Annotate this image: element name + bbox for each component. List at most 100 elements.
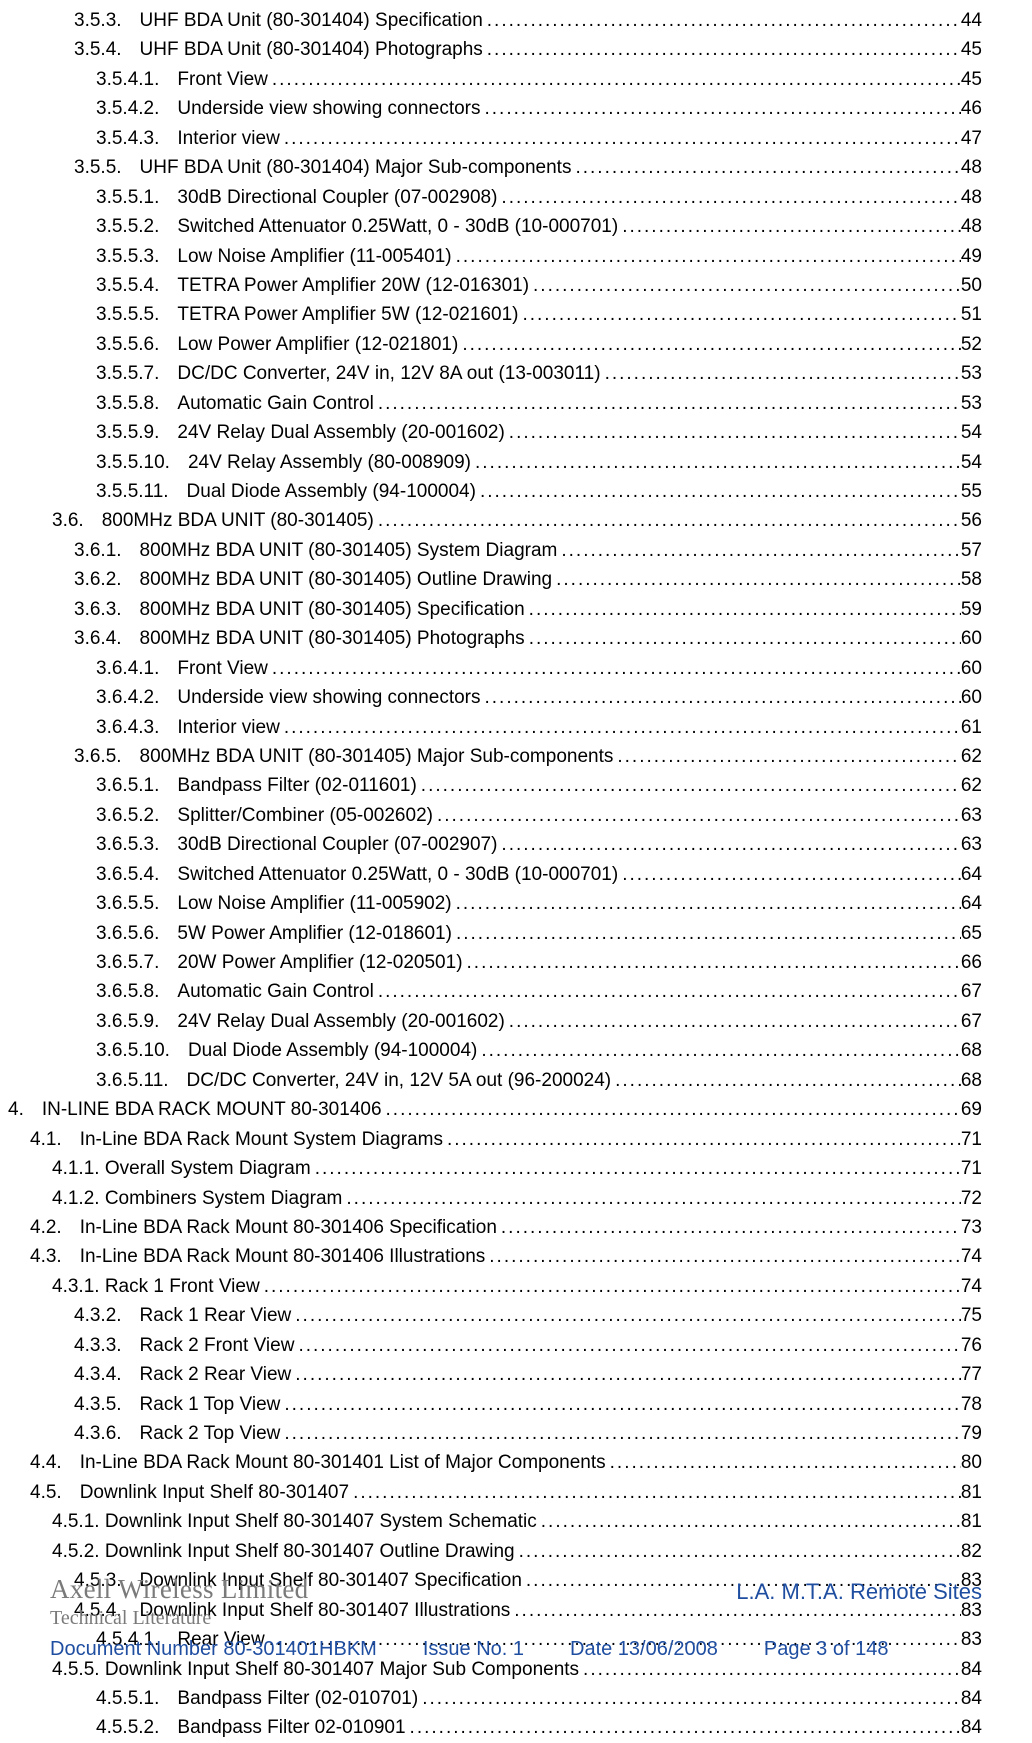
- toc-entry: 4.IN-LINE BDA RACK MOUNT 80-30140669: [8, 1095, 982, 1124]
- toc-entry-page: 71: [961, 1125, 982, 1154]
- toc-entry-title: 24V Relay Dual Assembly (20-001602): [177, 1007, 504, 1036]
- toc-leader-dots: [497, 183, 960, 212]
- toc-entry-number: 3.5.4.3.: [96, 124, 177, 153]
- footer-page: Page 3 of 148: [764, 1638, 889, 1661]
- toc-entry: 4.3.1. Rack 1 Front View74: [8, 1272, 982, 1301]
- toc-entry-heading: 4.5.2. Downlink Input Shelf 80-301407 Ou…: [52, 1537, 515, 1566]
- toc-entry-title: Dual Diode Assembly (94-100004): [188, 1036, 477, 1065]
- toc-entry-page: 81: [961, 1507, 982, 1536]
- toc-leader-dots: [505, 1007, 961, 1036]
- toc-entry-title: Interior view: [177, 124, 279, 153]
- toc-leader-dots: [618, 860, 961, 889]
- toc-leader-dots: [260, 1272, 961, 1301]
- toc-leader-dots: [374, 389, 961, 418]
- toc-entry-number: 3.5.5.4.: [96, 271, 177, 300]
- toc-entry: 3.5.5.11.Dual Diode Assembly (94-100004)…: [8, 477, 982, 506]
- toc-entry-title: Automatic Gain Control: [177, 977, 373, 1006]
- toc-entry-title: Switched Attenuator 0.25Watt, 0 - 30dB (…: [177, 860, 618, 889]
- toc-entry: 3.6.5.3.30dB Directional Coupler (07-002…: [8, 830, 982, 859]
- toc-entry-page: 64: [961, 889, 982, 918]
- toc-entry-title: Downlink Input Shelf 80-301407: [80, 1478, 349, 1507]
- toc-entry-number: 3.5.5.5.: [96, 300, 177, 329]
- toc-entry-title: 800MHz BDA UNIT (80-301405) Specificatio…: [140, 595, 525, 624]
- toc-entry-title: TETRA Power Amplifier 5W (12-021601): [177, 300, 518, 329]
- toc-entry: 3.5.4.UHF BDA Unit (80-301404) Photograp…: [8, 35, 982, 64]
- toc-entry: 3.6.5.5.Low Noise Amplifier (11-005902) 6…: [8, 889, 982, 918]
- toc-entry-number: 3.5.4.1.: [96, 65, 177, 94]
- toc-entry-number: 3.5.5.: [74, 153, 140, 182]
- toc-entry: 3.5.4.2.Underside view showing connector…: [8, 94, 982, 123]
- toc-leader-dots: [613, 742, 961, 771]
- toc-entry-number: 3.6.5.2.: [96, 801, 177, 830]
- toc-entry: 3.6.5.1.Bandpass Filter (02-011601)62: [8, 771, 982, 800]
- toc-entry-number: 4.5.5.1.: [96, 1684, 177, 1713]
- toc-entry-title: Underside view showing connectors: [177, 94, 480, 123]
- toc-entry: 3.6.1.800MHz BDA UNIT (80-301405) System…: [8, 536, 982, 565]
- toc-entry-page: 59: [961, 595, 982, 624]
- toc-entry-number: 3.6.4.2.: [96, 683, 177, 712]
- toc-entry-title: In-Line BDA Rack Mount 80-301406 Illustr…: [80, 1242, 486, 1271]
- toc-entry-title: Switched Attenuator 0.25Watt, 0 - 30dB (…: [177, 212, 618, 241]
- toc-leader-dots: [443, 1125, 961, 1154]
- toc-entry-page: 45: [961, 65, 982, 94]
- toc-entry-page: 57: [961, 536, 982, 565]
- toc-entry-page: 48: [961, 153, 982, 182]
- toc-entry-number: 4.3.: [30, 1242, 80, 1271]
- toc-entry-page: 60: [961, 654, 982, 683]
- toc-entry-number: 3.6.4.: [74, 624, 140, 653]
- toc-leader-dots: [505, 418, 961, 447]
- page-footer: Axell Wireless Limited L.A. M.T.A. Remot…: [0, 1574, 1032, 1661]
- toc-entry: 3.6.5.4.Switched Attenuator 0.25Watt, 0 …: [8, 860, 982, 889]
- toc-entry-number: 3.6.5.1.: [96, 771, 177, 800]
- toc-entry-title: Rack 2 Rear View: [140, 1360, 292, 1389]
- toc-entry-title: UHF BDA Unit (80-301404) Major Sub-compo…: [140, 153, 572, 182]
- toc-entry-page: 78: [961, 1390, 982, 1419]
- toc-leader-dots: [537, 1507, 961, 1536]
- toc-entry-title: Low Noise Amplifier (11-005902): [177, 889, 451, 918]
- toc-leader-dots: [374, 977, 961, 1006]
- toc-entry-page: 51: [961, 300, 982, 329]
- toc-entry-number: 3.6.5.5.: [96, 889, 177, 918]
- toc-entry-number: 3.5.5.6.: [96, 330, 177, 359]
- toc-entry-title: Rack 1 Top View: [140, 1390, 281, 1419]
- toc-leader-dots: [458, 330, 961, 359]
- toc-leader-dots: [280, 124, 961, 153]
- toc-entry: 3.5.5.4.TETRA Power Amplifier 20W (12-01…: [8, 271, 982, 300]
- toc-entry-number: 3.5.4.: [74, 35, 140, 64]
- toc-entry: 3.5.4.3.Interior view47: [8, 124, 982, 153]
- toc-entry-title: 5W Power Amplifier (12-018601): [177, 919, 452, 948]
- toc-entry-title: IN-LINE BDA RACK MOUNT 80-301406: [42, 1095, 382, 1124]
- toc-leader-dots: [529, 271, 961, 300]
- toc-leader-dots: [280, 1419, 960, 1448]
- toc-entry-page: 72: [961, 1184, 982, 1213]
- toc-entry-title: TETRA Power Amplifier 20W (12-016301): [177, 271, 529, 300]
- toc-entry-page: 75: [961, 1301, 982, 1330]
- toc-entry-page: 62: [961, 742, 982, 771]
- toc-entry-number: 3.5.5.8.: [96, 389, 177, 418]
- toc-entry-page: 56: [961, 506, 982, 535]
- toc-entry-title: UHF BDA Unit (80-301404) Photographs: [140, 35, 483, 64]
- toc-entry-page: 60: [961, 683, 982, 712]
- toc-entry-page: 77: [961, 1360, 982, 1389]
- toc-entry-title: Low Noise Amplifier (11-005401): [177, 242, 451, 271]
- toc-leader-dots: [452, 889, 961, 918]
- toc-entry-title: 800MHz BDA UNIT (80-301405) Major Sub-co…: [140, 742, 614, 771]
- toc-entry-page: 63: [961, 801, 982, 830]
- toc-leader-dots: [374, 506, 961, 535]
- toc-leader-dots: [483, 35, 961, 64]
- toc-entry: 4.5.5.1.Bandpass Filter (02-010701)84: [8, 1684, 982, 1713]
- toc-entry-title: 800MHz BDA UNIT (80-301405) System Diagr…: [140, 536, 558, 565]
- toc-entry-number: 3.6.5.8.: [96, 977, 177, 1006]
- toc-entry: 4.4.In-Line BDA Rack Mount 80-301401 Lis…: [8, 1448, 982, 1477]
- footer-site: L.A. M.T.A. Remote Sites: [736, 1579, 982, 1605]
- toc-entry-number: 4.1.: [30, 1125, 80, 1154]
- toc-leader-dots: [291, 1301, 961, 1330]
- toc-leader-dots: [476, 477, 961, 506]
- toc-entry-number: 4.3.2.: [74, 1301, 140, 1330]
- toc-leader-dots: [268, 65, 961, 94]
- toc-entry: 3.5.5.3.Low Noise Amplifier (11-005401)4…: [8, 242, 982, 271]
- toc-entry: 3.6.4.2.Underside view showing connector…: [8, 683, 982, 712]
- toc-entry: 4.1.In-Line BDA Rack Mount System Diagra…: [8, 1125, 982, 1154]
- toc-leader-dots: [557, 536, 961, 565]
- toc-entry-page: 69: [961, 1095, 982, 1124]
